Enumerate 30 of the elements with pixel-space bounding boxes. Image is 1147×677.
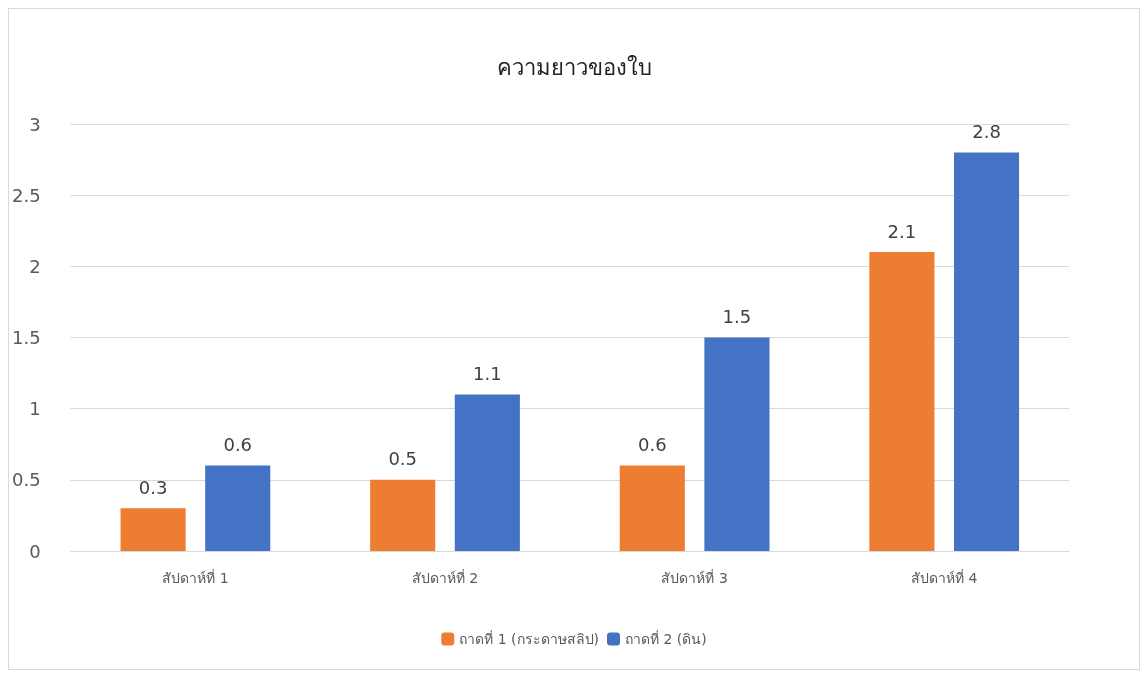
y-tick-label: 0.5	[11, 469, 41, 491]
data-label: 0.5	[388, 448, 418, 470]
y-tick-label: 0	[29, 540, 41, 562]
data-label: 0.6	[637, 434, 667, 456]
x-tick-label: สัปดาห์ที่ 2	[411, 569, 479, 586]
y-tick-label: 2.5	[11, 184, 41, 206]
legend-label: ถาดที่ 2 (ดิน)	[625, 630, 707, 647]
x-tick-label: สัปดาห์ที่ 1	[162, 569, 229, 586]
data-label: 0.6	[223, 434, 253, 456]
chart-title: ความยาวของใบ	[496, 54, 652, 80]
data-label: 1.1	[473, 362, 502, 384]
y-tick-label: 1	[29, 398, 41, 420]
bar	[120, 508, 186, 551]
bar	[205, 465, 271, 551]
data-label: 1.5	[722, 306, 752, 327]
y-tick-label: 2	[29, 255, 41, 277]
data-label: 2.8	[972, 120, 1001, 142]
bar	[869, 252, 935, 551]
y-tick-label: 3	[29, 113, 41, 135]
legend-label: ถาดที่ 1 (กระดาษสลิป)	[459, 630, 599, 647]
bar	[953, 152, 1020, 551]
bar	[454, 394, 520, 551]
x-tick-label: สัปดาห์ที่ 3	[661, 569, 728, 586]
bar	[704, 337, 770, 551]
data-label: 0.3	[138, 476, 168, 498]
bar	[619, 465, 685, 551]
data-label: 2.1	[887, 220, 917, 242]
x-tick-label: สัปดาห์ที่ 4	[911, 569, 978, 586]
bar	[370, 479, 436, 551]
y-tick-label: 1.5	[11, 327, 41, 348]
